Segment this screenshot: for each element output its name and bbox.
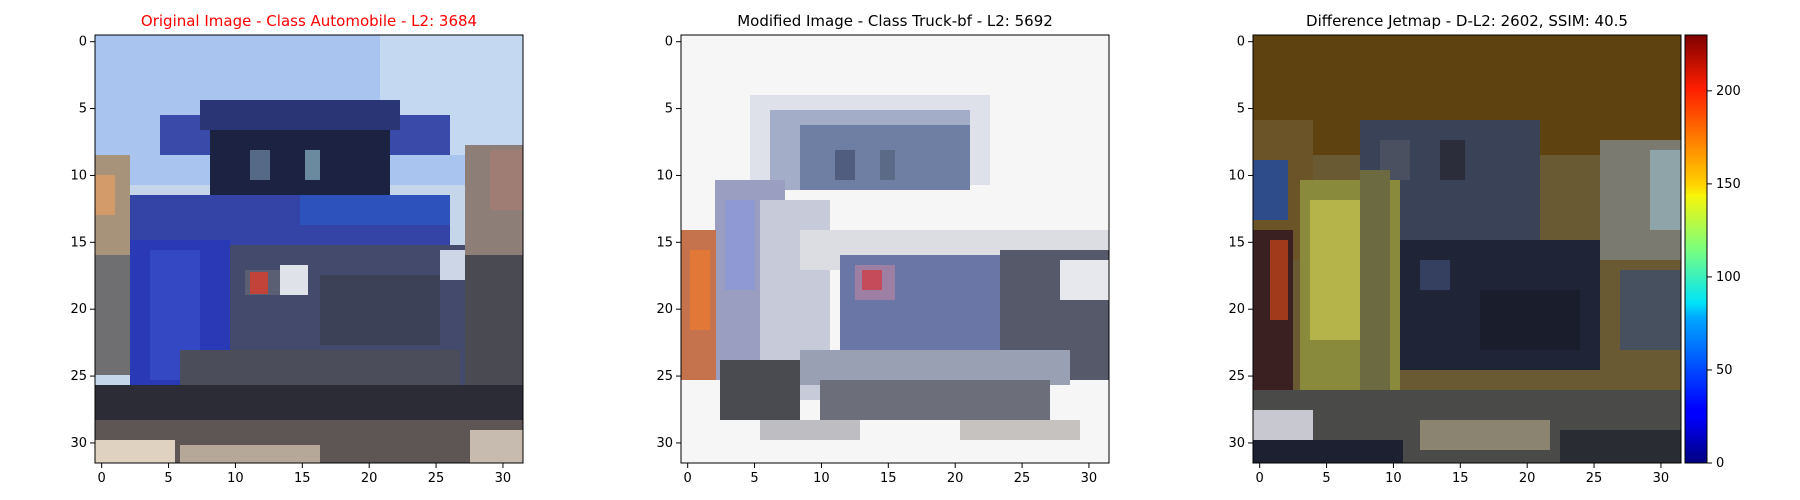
colorbar-tick-label: 150 (1716, 177, 1741, 192)
y-tick-label: 15 (656, 235, 673, 250)
y-tick-label: 25 (1228, 369, 1245, 384)
x-tick-label: 15 (880, 471, 897, 486)
y-tick-label: 0 (79, 35, 87, 50)
x-tick-label: 30 (1653, 471, 1670, 486)
panel-title-difference: Difference Jetmap - D-L2: 2602, SSIM: 40… (1306, 12, 1628, 30)
x-tick-label: 0 (98, 471, 106, 486)
original-frame (94, 34, 524, 464)
modified-axes: 0 5 10 15 20 25 30 0 5 10 15 20 25 30 (656, 35, 1097, 486)
x-tick-label: 15 (1452, 471, 1469, 486)
original-axes: 0 5 10 15 20 25 30 0 5 10 15 20 25 30 (70, 35, 511, 486)
colorbar: 0 50 100 150 200 (1684, 34, 1741, 471)
x-tick-label: 10 (1385, 471, 1402, 486)
panel-difference: Difference Jetmap - D-L2: 2602, SSIM: 40… (1228, 12, 1682, 486)
y-tick-label: 5 (665, 102, 673, 117)
y-tick-label: 20 (70, 302, 87, 317)
y-tick-label: 20 (656, 302, 673, 317)
colorbar-tick-label: 100 (1716, 270, 1741, 285)
panel-title-original: Original Image - Class Automobile - L2: … (141, 12, 477, 30)
y-tick-label: 30 (1228, 436, 1245, 451)
y-tick-label: 20 (1228, 302, 1245, 317)
colorbar-gradient (1684, 34, 1708, 464)
y-tick-label: 25 (656, 369, 673, 384)
y-tick-label: 10 (70, 168, 87, 183)
x-tick-label: 30 (1081, 471, 1098, 486)
modified-image (681, 35, 1109, 463)
y-tick-label: 10 (656, 168, 673, 183)
panel-modified: Modified Image - Class Truck-bf - L2: 56… (656, 12, 1110, 486)
colorbar-tick-label: 50 (1716, 363, 1733, 378)
y-tick-label: 0 (665, 35, 673, 50)
colorbar-tick-label: 0 (1716, 456, 1724, 471)
x-tick-label: 25 (1014, 471, 1031, 486)
x-tick-label: 25 (1586, 471, 1603, 486)
y-tick-label: 15 (1228, 235, 1245, 250)
x-tick-label: 30 (495, 471, 512, 486)
difference-image (1253, 35, 1681, 463)
x-tick-label: 10 (813, 471, 830, 486)
panel-title-modified: Modified Image - Class Truck-bf - L2: 56… (737, 12, 1053, 30)
x-tick-label: 0 (1256, 471, 1264, 486)
x-tick-label: 5 (1322, 471, 1330, 486)
x-tick-label: 25 (428, 471, 445, 486)
modified-frame (680, 34, 1110, 464)
x-tick-label: 10 (227, 471, 244, 486)
original-image (95, 35, 523, 463)
colorbar-ticks: 0 50 100 150 200 (1707, 84, 1741, 471)
x-tick-label: 20 (361, 471, 378, 486)
x-tick-label: 15 (294, 471, 311, 486)
y-tick-label: 0 (1237, 35, 1245, 50)
x-tick-label: 20 (1519, 471, 1536, 486)
x-tick-label: 0 (684, 471, 692, 486)
panel-original: Original Image - Class Automobile - L2: … (70, 12, 524, 486)
y-tick-label: 15 (70, 235, 87, 250)
difference-frame (1252, 34, 1682, 464)
x-tick-label: 20 (947, 471, 964, 486)
x-tick-label: 5 (750, 471, 758, 486)
difference-axes: 0 5 10 15 20 25 30 0 5 10 15 20 25 30 (1228, 35, 1669, 486)
y-tick-label: 10 (1228, 168, 1245, 183)
x-tick-label: 5 (164, 471, 172, 486)
y-tick-label: 5 (1237, 102, 1245, 117)
y-tick-label: 5 (79, 102, 87, 117)
y-tick-label: 30 (656, 436, 673, 451)
y-tick-label: 25 (70, 369, 87, 384)
y-tick-label: 30 (70, 436, 87, 451)
colorbar-tick-label: 200 (1716, 84, 1741, 99)
